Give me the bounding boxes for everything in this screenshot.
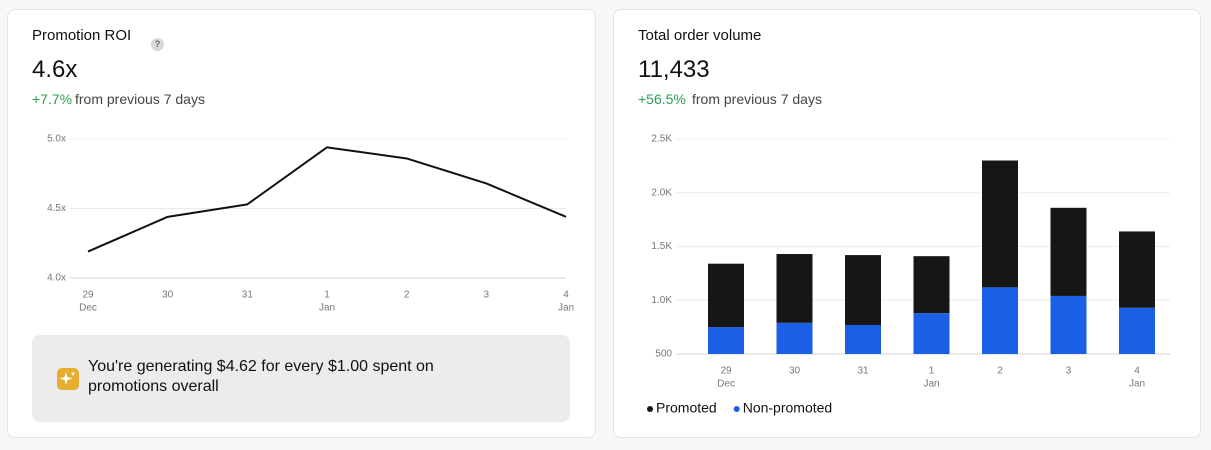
- card-title: Promotion ROI: [32, 27, 132, 44]
- bar-segment: [708, 327, 744, 354]
- x-tick-label: 31: [242, 290, 254, 301]
- orders-card: [613, 9, 1201, 438]
- legend-swatch: [647, 406, 653, 412]
- x-tick-label: 3: [1066, 366, 1072, 377]
- y-tick-label: 4.5x: [47, 203, 66, 214]
- callout: [32, 335, 570, 422]
- x-tick-sublabel: Dec: [79, 303, 97, 314]
- x-tick-label: 1: [324, 290, 330, 301]
- bar-segment: [1119, 307, 1155, 354]
- y-tick-label: 2.5K: [651, 134, 672, 145]
- bar-segment: [845, 324, 881, 354]
- y-tick-label: 5.0x: [47, 134, 66, 145]
- change-note: from previous 7 days: [75, 91, 205, 107]
- change: +56.5%: [638, 91, 686, 107]
- change-note: from previous 7 days: [692, 91, 822, 107]
- y-tick-label: 4.0x: [47, 273, 66, 284]
- bar-segment: [1119, 231, 1155, 308]
- bar-segment: [913, 313, 950, 354]
- y-tick-label: 2.0K: [651, 187, 672, 198]
- card-title: Total order volume: [638, 27, 762, 44]
- y-tick-label: 1.0K: [651, 295, 672, 306]
- x-tick-sublabel: Jan: [1129, 379, 1145, 390]
- callout-text: You're generating $4.62 for every $1.00 …: [88, 358, 434, 395]
- legend-label: Non-promoted: [743, 400, 833, 416]
- bar-segment: [845, 255, 881, 325]
- legend-label: Promoted: [656, 400, 717, 416]
- bar-segment: [776, 254, 813, 323]
- x-tick-sublabel: Dec: [717, 379, 735, 390]
- x-tick-label: 2: [997, 366, 1003, 377]
- x-tick-label: 3: [484, 290, 490, 301]
- bar-segment: [708, 263, 744, 328]
- sparkle: [59, 371, 76, 385]
- roi-line: [87, 146, 567, 253]
- bar-segment: [1050, 207, 1087, 296]
- y-tick-label: 1.5K: [651, 241, 672, 252]
- x-tick-label: 2: [404, 290, 410, 301]
- x-tick-label: 31: [857, 366, 869, 377]
- x-tick-sublabel: Jan: [558, 303, 574, 314]
- bar-segment: [982, 287, 1018, 354]
- x-tick-label: 30: [789, 366, 801, 377]
- headline-value: 11,433: [638, 56, 710, 83]
- change: +7.7%: [32, 91, 73, 107]
- x-tick-sublabel: Jan: [923, 379, 939, 390]
- x-tick-sublabel: Jan: [319, 303, 335, 314]
- x-tick-label: 29: [720, 366, 732, 377]
- x-tick-label: 4: [563, 290, 569, 301]
- bar-segment: [776, 322, 813, 354]
- help-icon[interactable]: ?: [151, 38, 164, 51]
- x-tick-label: 30: [162, 290, 174, 301]
- y-tick-label: 500: [655, 349, 672, 360]
- x-tick-label: 1: [929, 366, 935, 377]
- headline-value: 4.6x: [32, 56, 78, 83]
- bar-segment: [1050, 295, 1087, 354]
- bar-segment: [913, 256, 950, 314]
- x-tick-label: 4: [1134, 366, 1140, 377]
- legend-swatch: [733, 406, 740, 412]
- x-tick-label: 29: [82, 290, 94, 301]
- bar-segment: [982, 160, 1018, 288]
